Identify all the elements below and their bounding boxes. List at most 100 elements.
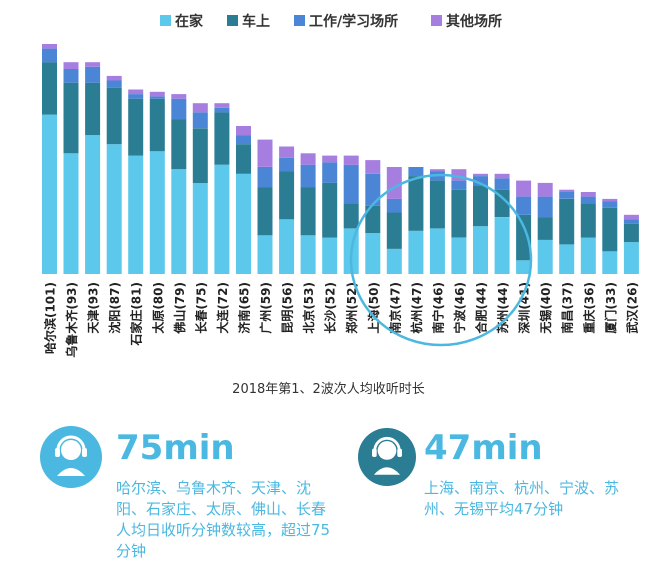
bar-4-series-0	[128, 155, 144, 274]
bar-25-series-1	[580, 203, 596, 238]
legend-label-2: 工作/学习场所	[309, 13, 398, 30]
bar-9-series-0	[236, 173, 251, 274]
x-tick-label-26: 厦门(33)	[603, 282, 618, 334]
bar-12-series-1	[300, 187, 316, 236]
headset-user-icon	[40, 426, 102, 488]
x-tick-label-19: 宁波(46)	[452, 282, 467, 334]
bar-15-series-0	[365, 233, 381, 274]
bar-26-series-0	[602, 251, 618, 274]
x-tick-label-23: 无锡(40)	[538, 282, 553, 335]
bar-17-series-2	[408, 167, 424, 177]
bar-10-series-3	[257, 139, 273, 167]
bar-15-series-3	[365, 160, 381, 174]
bar-24-series-2	[559, 192, 575, 199]
bar-17-series-0	[408, 230, 424, 274]
bar-24-series-0	[559, 244, 575, 274]
bar-1-series-0	[63, 153, 79, 274]
bar-19-series-0	[451, 237, 467, 274]
bar-8-series-0	[214, 164, 230, 274]
bar-10-series-1	[257, 187, 273, 236]
bar-11-series-0	[279, 219, 295, 274]
bar-5-series-1	[149, 98, 165, 152]
bar-5-series-2	[149, 96, 165, 99]
bar-11-series-2	[279, 157, 295, 172]
legend-swatch-0	[160, 15, 171, 26]
bar-1-series-1	[63, 82, 79, 154]
bars	[42, 44, 639, 274]
x-tick-label-16: 南京(47)	[387, 282, 402, 334]
x-tick-label-25: 重庆(36)	[581, 282, 596, 334]
bar-22-series-1	[516, 214, 532, 261]
bar-18-series-1	[429, 180, 445, 229]
bar-5-series-3	[149, 91, 165, 97]
x-tick-label-17: 杭州(47)	[409, 282, 424, 334]
bar-18-series-0	[429, 228, 445, 274]
bar-14-series-3	[343, 155, 359, 165]
x-tick-label-18: 南宁(46)	[430, 282, 445, 334]
legend-swatch-1	[227, 15, 238, 26]
bar-2-series-3	[85, 62, 101, 67]
bar-14-series-2	[343, 164, 359, 204]
bar-7-series-1	[192, 128, 208, 183]
bar-22-series-3	[516, 180, 532, 197]
bar-25-series-0	[580, 237, 596, 274]
bar-13-series-2	[322, 162, 338, 183]
bar-26-series-3	[602, 198, 618, 202]
bar-0-series-3	[42, 44, 57, 49]
bar-9-series-3	[236, 126, 251, 136]
legend-swatch-2	[294, 15, 305, 26]
bar-0-series-2	[42, 48, 57, 63]
bar-1-series-3	[63, 62, 79, 69]
bar-6-series-1	[171, 119, 187, 170]
bar-25-series-3	[580, 192, 596, 197]
bar-20-series-2	[473, 176, 488, 186]
x-tick-label-12: 北京(53)	[301, 282, 316, 334]
x-tick-label-2: 天津(93)	[86, 282, 101, 334]
legend-swatch-3	[431, 15, 442, 26]
bar-21-series-0	[494, 217, 510, 274]
bar-7-series-2	[192, 112, 208, 129]
legend: 在家 车上 工作/学习场所 其他场所	[160, 13, 502, 30]
x-tick-label-3: 沈阳(87)	[107, 282, 122, 334]
bar-20-series-1	[473, 185, 488, 227]
bar-11-series-1	[279, 171, 295, 220]
bar-16-series-0	[386, 249, 402, 274]
x-tick-label-22: 深圳(41)	[517, 282, 532, 334]
bar-2-series-2	[85, 66, 101, 83]
x-tick-label-0: 哈尔滨(101)	[43, 282, 58, 354]
bar-3-series-0	[106, 144, 122, 274]
stat-value: 47min	[424, 428, 543, 468]
bar-24-series-3	[559, 189, 575, 192]
bar-23-series-2	[537, 196, 553, 218]
bar-2-series-0	[85, 135, 101, 274]
bar-10-series-2	[257, 167, 273, 188]
bar-6-series-2	[171, 98, 187, 120]
x-tick-label-7: 长春(75)	[193, 282, 208, 334]
x-tick-label-6: 佛山(79)	[172, 282, 187, 335]
bar-4-series-1	[128, 98, 144, 156]
bar-3-series-2	[106, 80, 122, 88]
bar-21-series-2	[494, 178, 510, 190]
bar-0-series-0	[42, 114, 57, 274]
x-tick-label-9: 济南(65)	[237, 282, 252, 334]
bar-18-series-3	[429, 169, 445, 172]
bar-21-series-3	[494, 173, 510, 179]
bar-2-series-1	[85, 82, 101, 136]
bar-10-series-0	[257, 235, 273, 274]
bar-3-series-1	[106, 87, 122, 145]
bar-26-series-1	[602, 208, 618, 252]
x-tick-label-4: 石家庄(81)	[129, 282, 144, 347]
bar-9-series-2	[236, 135, 251, 145]
bar-12-series-0	[300, 235, 316, 274]
bar-19-series-1	[451, 189, 467, 238]
legend-label-0: 在家	[175, 13, 204, 30]
bar-16-series-1	[386, 212, 402, 249]
bar-23-series-3	[537, 182, 553, 197]
x-tick-label-14: 郑州(52)	[344, 282, 359, 334]
stat-value: 75min	[116, 428, 235, 468]
bar-0-series-1	[42, 62, 57, 115]
bar-21-series-1	[494, 189, 510, 217]
bar-27-series-0	[623, 242, 639, 274]
bar-8-series-1	[214, 112, 230, 165]
bar-5-series-0	[149, 151, 165, 274]
